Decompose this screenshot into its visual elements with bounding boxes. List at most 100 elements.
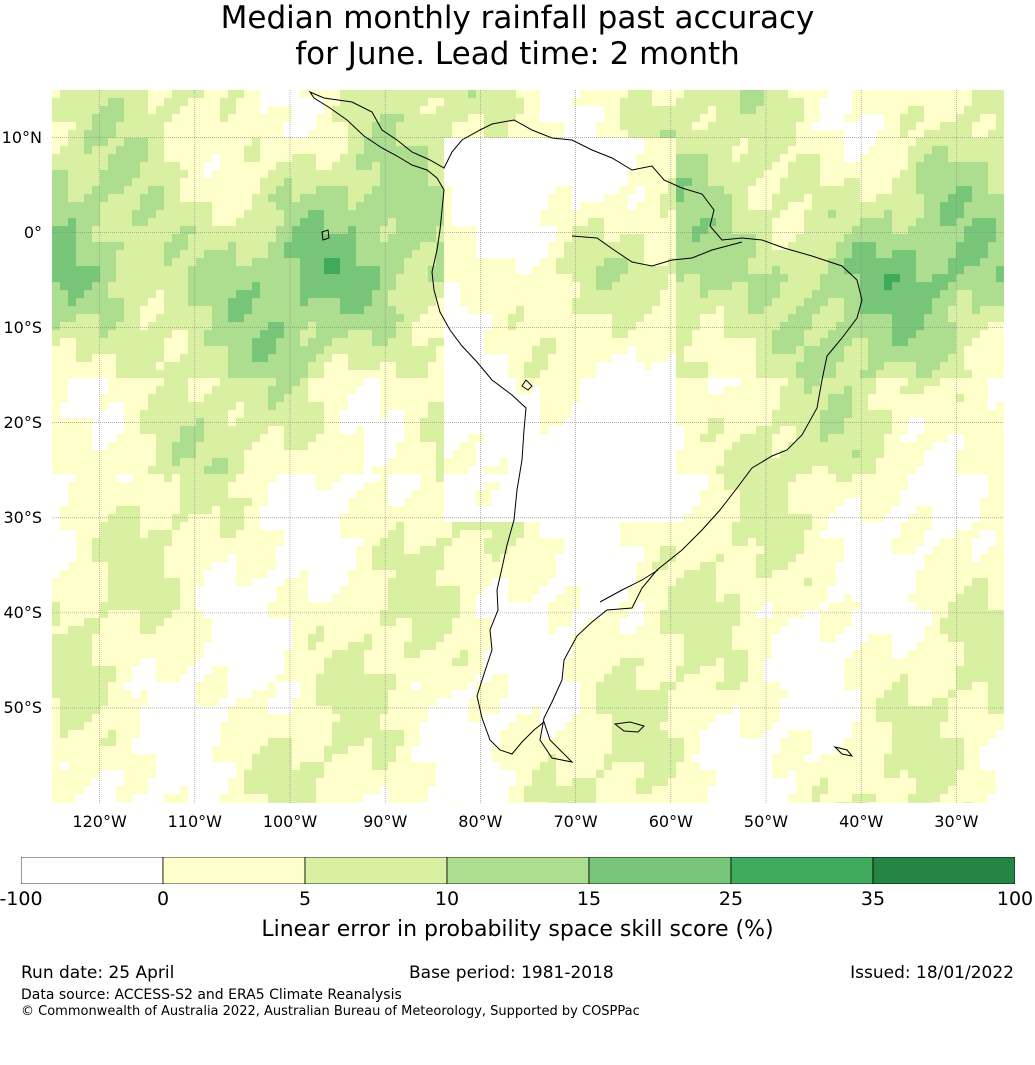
skill-cell (164, 330, 172, 338)
skill-cell (836, 210, 844, 218)
skill-cell (380, 202, 388, 210)
skill-cell (268, 314, 276, 322)
skill-cell (380, 330, 388, 338)
skill-cell (836, 338, 844, 346)
skill-cell (188, 234, 196, 242)
skill-cell (612, 458, 620, 466)
skill-cell (396, 234, 404, 242)
skill-cell (412, 570, 420, 578)
skill-cell (828, 434, 836, 442)
skill-cell (764, 258, 772, 266)
skill-cell (212, 458, 220, 466)
skill-cell (460, 314, 468, 322)
skill-cell (716, 138, 724, 146)
skill-cell (276, 522, 284, 530)
skill-cell (628, 498, 636, 506)
skill-cell (532, 250, 540, 258)
skill-cell (60, 210, 68, 218)
skill-cell (260, 314, 268, 322)
skill-cell (972, 114, 980, 122)
skill-cell (876, 218, 884, 226)
skill-cell (972, 90, 980, 98)
skill-cell (788, 450, 796, 458)
skill-cell (356, 178, 364, 186)
skill-cell (668, 386, 676, 394)
skill-cell (620, 418, 628, 426)
skill-cell (164, 306, 172, 314)
skill-cell (844, 354, 852, 362)
skill-cell (700, 306, 708, 314)
skill-cell (580, 386, 588, 394)
skill-cell (84, 178, 92, 186)
skill-cell (460, 522, 468, 530)
skill-cell (84, 186, 92, 194)
skill-cell (100, 194, 108, 202)
skill-cell (212, 410, 220, 418)
skill-cell (908, 354, 916, 362)
skill-cell (236, 314, 244, 322)
skill-cell (916, 426, 924, 434)
skill-cell (852, 378, 860, 386)
skill-cell (188, 362, 196, 370)
skill-cell (452, 282, 460, 290)
skill-cell (204, 418, 212, 426)
skill-cell (820, 202, 828, 210)
skill-cell (92, 434, 100, 442)
skill-cell (476, 522, 484, 530)
skill-cell (780, 482, 788, 490)
skill-cell (948, 530, 956, 538)
skill-cell (980, 194, 988, 202)
skill-cell (612, 554, 620, 562)
skill-cell (204, 346, 212, 354)
skill-cell (908, 290, 916, 298)
skill-cell (972, 178, 980, 186)
skill-cell (220, 434, 228, 442)
skill-cell (172, 578, 180, 586)
skill-cell (852, 234, 860, 242)
skill-cell (524, 194, 532, 202)
skill-cell (252, 218, 260, 226)
skill-cell (948, 122, 956, 130)
skill-cell (436, 450, 444, 458)
skill-cell (84, 90, 92, 98)
skill-cell (436, 402, 444, 410)
skill-cell (516, 490, 524, 498)
skill-cell (684, 90, 692, 98)
skill-cell (284, 370, 292, 378)
skill-cell (588, 378, 596, 386)
skill-cell (332, 298, 340, 306)
skill-cell (420, 186, 428, 194)
skill-cell (268, 306, 276, 314)
skill-cell (828, 250, 836, 258)
skill-cell (516, 458, 524, 466)
skill-cell (252, 234, 260, 242)
skill-cell (564, 258, 572, 266)
skill-cell (884, 354, 892, 362)
skill-cell (604, 162, 612, 170)
skill-cell (292, 442, 300, 450)
skill-cell (700, 154, 708, 162)
skill-cell (588, 570, 596, 578)
skill-cell (812, 314, 820, 322)
skill-cell (812, 242, 820, 250)
skill-cell (356, 98, 364, 106)
skill-cell (172, 394, 180, 402)
skill-cell (228, 370, 236, 378)
skill-cell (524, 450, 532, 458)
skill-cell (652, 402, 660, 410)
skill-cell (796, 242, 804, 250)
skill-cell (932, 282, 940, 290)
skill-cell (628, 266, 636, 274)
skill-cell (796, 386, 804, 394)
skill-cell (916, 274, 924, 282)
skill-cell (148, 202, 156, 210)
skill-cell (796, 266, 804, 274)
skill-cell (380, 354, 388, 362)
skill-cell (940, 122, 948, 130)
skill-cell (884, 570, 892, 578)
skill-cell (564, 530, 572, 538)
skill-cell (156, 458, 164, 466)
skill-cell (724, 458, 732, 466)
skill-cell (868, 354, 876, 362)
skill-cell (132, 130, 140, 138)
